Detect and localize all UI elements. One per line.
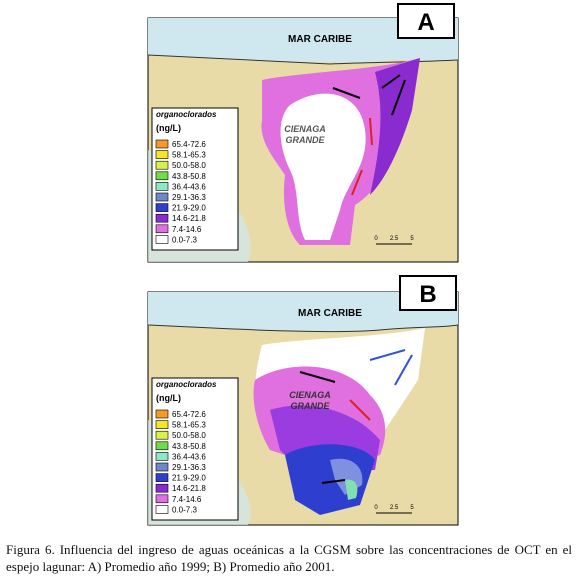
legend-swatch [155, 441, 169, 451]
lagoon-label: CIENAGA [289, 390, 331, 400]
legend: organoclorados (ng/L) 65.4-72.6 58.1-65.350… [151, 107, 239, 251]
legend-swatch [155, 213, 169, 223]
legend-swatch [155, 150, 169, 159]
scale-label: 2.5 [390, 505, 399, 511]
legend-label: 7.4-14.6 [172, 495, 202, 504]
legend-label: 58.1-65.3 [172, 151, 206, 160]
scale-label: 2.5 [390, 236, 399, 242]
scale-label: 0 [374, 236, 378, 242]
legend-swatch [155, 409, 169, 419]
legend-swatch [155, 452, 169, 461]
map-a: MAR CARIBE CIENAGA GRANDE A organoclorad… [147, 3, 459, 263]
legend-label: 0.0-7.3 [172, 505, 197, 514]
legend-label: 21.9-29.0 [172, 474, 206, 483]
legend-label: 7.4-14.6 [172, 225, 202, 234]
legend-swatch [155, 171, 169, 181]
lagoon-label: GRANDE [285, 135, 325, 145]
legend-swatch [155, 494, 169, 504]
lagoon-label: CIENAGA [284, 124, 326, 134]
arrows [299, 371, 346, 484]
legend-unit: (ng/L) [156, 123, 181, 133]
legend-swatch [155, 473, 169, 482]
legend-label: 21.9-29.0 [172, 204, 206, 213]
legend-label: 58.1-65.3 [172, 421, 206, 430]
legend-label: 43.8-50.8 [172, 442, 206, 451]
legend-label: 36.4-43.6 [172, 452, 206, 461]
scale-label: 5 [410, 236, 414, 242]
panel-label: A [417, 9, 434, 36]
legend-label: 29.1-36.3 [172, 463, 206, 472]
scale-label: 5 [410, 505, 414, 511]
legend: organoclorados (ng/L) 65.4-72.6 58.1-65.350… [151, 377, 239, 521]
arrow-red [349, 399, 371, 421]
figure: MAR CARIBE CIENAGA GRANDE A organoclorad… [147, 3, 459, 526]
scale: 0 2.5 5 [374, 236, 414, 242]
map-b: MAR CARIBE CIENAGA GRANDE B organoclorad… [147, 275, 459, 526]
legend-label: 65.4-72.6 [172, 140, 206, 149]
legend-label: 14.6-21.8 [172, 214, 206, 223]
caption: Figura 6. Influencia del ingreso de agua… [6, 542, 572, 574]
legend-swatch [155, 139, 169, 149]
legend-swatch [155, 462, 169, 472]
lagoon-band [345, 479, 358, 500]
scale-label: 0 [374, 505, 378, 511]
sea-label: MAR CARIBE [298, 308, 362, 319]
legend-unit: (ng/L) [156, 393, 181, 403]
legend-label: 36.4-43.6 [172, 182, 206, 191]
arrows-blue [369, 349, 413, 386]
legend-swatch [155, 430, 169, 440]
legend-label: 43.8-50.8 [172, 172, 206, 181]
legend-swatch [155, 203, 169, 212]
legend-swatch [155, 505, 169, 514]
lagoon-center [280, 93, 366, 240]
coast [147, 324, 459, 333]
legend-swatch [155, 224, 169, 234]
panel-label-box [397, 3, 455, 39]
sea-label: MAR CARIBE [288, 34, 352, 45]
scale: 0 2.5 5 [374, 505, 414, 511]
legend-title: organoclorados [156, 110, 217, 119]
lagoon-band [370, 58, 420, 195]
legend-label: 50.0-58.0 [172, 431, 206, 440]
panel-label-box [399, 275, 457, 311]
legend-label: 29.1-36.3 [172, 193, 206, 202]
legend-label: 14.6-21.8 [172, 484, 206, 493]
arrows [332, 74, 406, 116]
legend-label: 50.0-58.0 [172, 161, 206, 170]
panel-label: B [419, 281, 436, 308]
sea [148, 18, 458, 63]
lagoon-label: GRANDE [290, 401, 330, 411]
legend-swatch [155, 182, 169, 191]
legend-swatch [155, 160, 169, 170]
legend-swatch [155, 235, 169, 244]
legend-swatch [155, 420, 169, 429]
legend-swatch [155, 483, 169, 493]
legend-label: 0.0-7.3 [172, 235, 197, 244]
sea [148, 292, 458, 332]
arrows-red [351, 117, 373, 196]
legend-label: 65.4-72.6 [172, 410, 206, 419]
legend-swatch [155, 192, 169, 202]
legend-title: organoclorados [156, 380, 217, 389]
